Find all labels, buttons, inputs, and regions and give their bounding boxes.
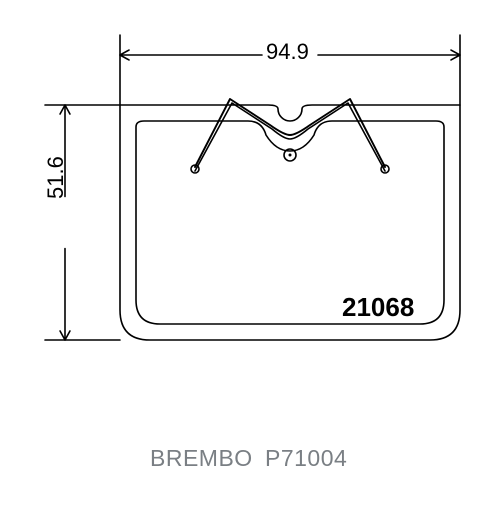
part-stamp-number: 21068 [342, 292, 414, 323]
height-dimension-label: 51.6 [43, 156, 69, 199]
caption-model: P71004 [265, 445, 347, 472]
caption-brand: BREMBO [150, 445, 253, 472]
technical-drawing: 94.9 51.6 21068 BREMBO P71004 [0, 0, 500, 500]
width-dimension-label: 94.9 [266, 39, 309, 65]
